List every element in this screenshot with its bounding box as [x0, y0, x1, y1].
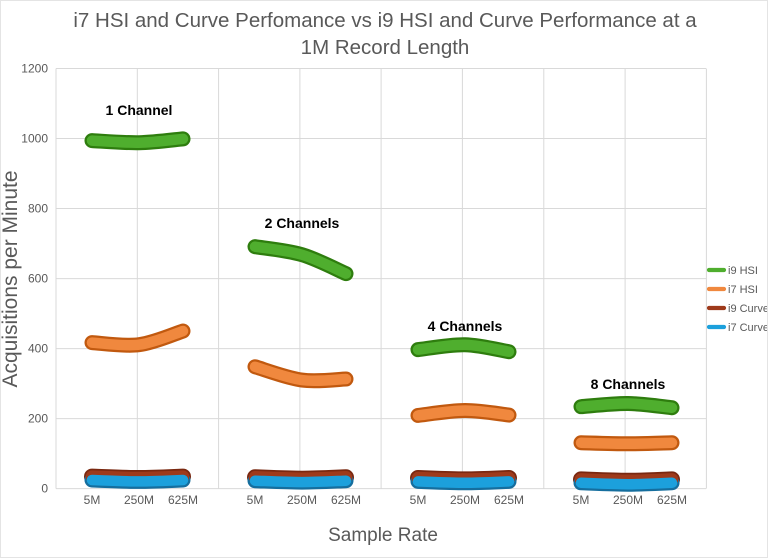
svg-text:625M: 625M: [168, 493, 198, 507]
svg-text:i9 HSI: i9 HSI: [728, 265, 758, 277]
svg-text:Sample Rate: Sample Rate: [328, 525, 438, 546]
svg-text:250M: 250M: [287, 493, 317, 507]
svg-text:5M: 5M: [247, 493, 264, 507]
svg-text:1000: 1000: [21, 132, 48, 146]
svg-text:400: 400: [28, 342, 48, 356]
svg-text:4 Channels: 4 Channels: [428, 318, 503, 334]
svg-text:625M: 625M: [494, 493, 524, 507]
svg-text:5M: 5M: [410, 493, 427, 507]
svg-text:2 Channels: 2 Channels: [265, 215, 340, 231]
svg-text:250M: 250M: [613, 493, 643, 507]
svg-text:i7 HSI: i7 HSI: [728, 284, 758, 296]
svg-text:250M: 250M: [450, 493, 480, 507]
svg-text:Acquisitions per Minute: Acquisitions per Minute: [1, 170, 22, 387]
svg-text:8 Channels: 8 Channels: [591, 376, 666, 392]
svg-text:200: 200: [28, 412, 48, 426]
svg-text:600: 600: [28, 272, 48, 286]
svg-text:i7 Curve: i7 Curve: [728, 322, 768, 334]
svg-text:1200: 1200: [21, 62, 48, 76]
svg-text:i9 Curve: i9 Curve: [728, 303, 768, 315]
svg-text:625M: 625M: [331, 493, 361, 507]
svg-text:625M: 625M: [657, 493, 687, 507]
svg-text:1 Channel: 1 Channel: [106, 102, 173, 118]
svg-text:250M: 250M: [124, 493, 154, 507]
svg-text:5M: 5M: [573, 493, 590, 507]
svg-text:0: 0: [41, 482, 48, 496]
svg-text:800: 800: [28, 202, 48, 216]
svg-text:5M: 5M: [84, 493, 101, 507]
